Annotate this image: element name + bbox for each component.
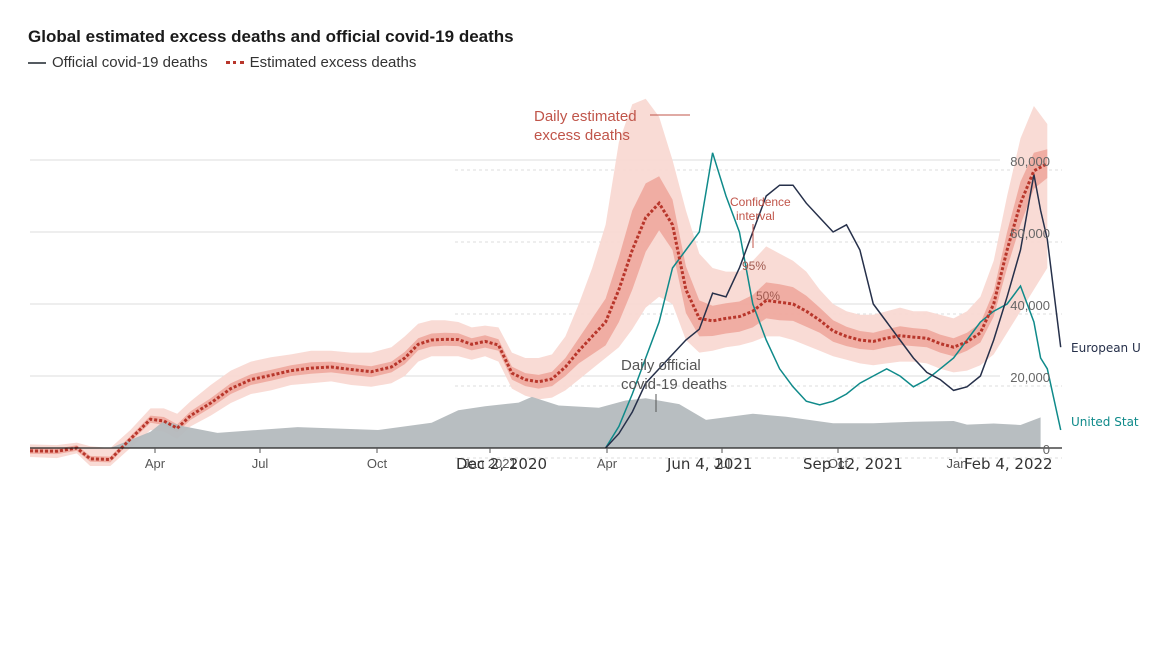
date-label-sep-2021: Sep 12, 2021 [803, 455, 903, 473]
y-tick-label-1: 20,000 [1010, 370, 1050, 385]
chart-title: Global estimated excess deaths and offic… [28, 27, 514, 46]
x-tick-label-4: Apr [597, 456, 618, 471]
date-label-dec-2020: Dec 2, 2020 [456, 455, 547, 473]
legend-official-label: Official covid-19 deaths [52, 54, 208, 71]
x-tick-label-6: Oct [828, 456, 849, 471]
us-line [604, 152, 1062, 449]
y-tick-label-3: 60,000 [1010, 226, 1050, 241]
date-label-jun-2021: Jun 4, 2021 [666, 455, 752, 473]
x-tick-label-7: Jan [947, 456, 968, 471]
legend: Official covid-19 deaths Estimated exces… [28, 54, 434, 71]
legend-excess-label: Estimated excess deaths [249, 54, 417, 71]
x-tick-label-5: Jul [714, 456, 731, 471]
y-tick-label-4: 80,000 [1010, 154, 1050, 169]
date-labels: Dec 2, 2020 Jun 4, 2021 Sep 12, 2021 Feb… [456, 455, 1053, 473]
legend-excess: Estimated excess deaths [225, 54, 417, 71]
date-label-feb-2022: Feb 4, 2022 [964, 455, 1053, 473]
series-label-eu: European U [1071, 341, 1141, 355]
x-tick-label-2: Oct [367, 456, 388, 471]
annotation-daily-official-1: Daily official [621, 357, 701, 374]
excess-line [29, 162, 1049, 462]
legend-official: Official covid-19 deaths [28, 54, 208, 71]
axes: Apr Jul Oct Jan 2021 Apr Jul Oct Jan 0 20,000 40,0… [30, 154, 1062, 471]
annotation-50: 50% [756, 289, 780, 303]
annotation-confidence-2: interval [736, 209, 775, 223]
official-deaths-fill [30, 396, 1041, 448]
legend-excess-swatch [225, 61, 244, 64]
annotation-95: 95% [742, 259, 766, 273]
series-lines [29, 152, 1062, 462]
confidence-bands [30, 98, 1048, 467]
y-tick-label-0: 0 [1043, 442, 1050, 457]
annotations: Daily estimated excess deaths Confidence… [534, 108, 791, 412]
series-label-us: United Stat [1071, 415, 1139, 429]
y-tick-label-2: 40,000 [1010, 298, 1050, 313]
annotation-daily-official-2: covid-19 deaths [621, 376, 727, 393]
legend-official-swatch [28, 61, 46, 64]
eu-line [605, 174, 1062, 449]
series-labels: European U United Stat [1071, 341, 1141, 429]
x-tick-label-1: Jul [252, 456, 269, 471]
annotation-confidence-1: Confidence [730, 195, 791, 209]
annotation-daily-excess-2: excess deaths [534, 127, 630, 144]
x-tick-label-0: Apr [145, 456, 166, 471]
annotation-daily-excess-1: Daily estimated [534, 108, 637, 125]
x-tick-label-3: Jan 2021 [463, 456, 517, 471]
official-deaths-area [30, 396, 1041, 448]
